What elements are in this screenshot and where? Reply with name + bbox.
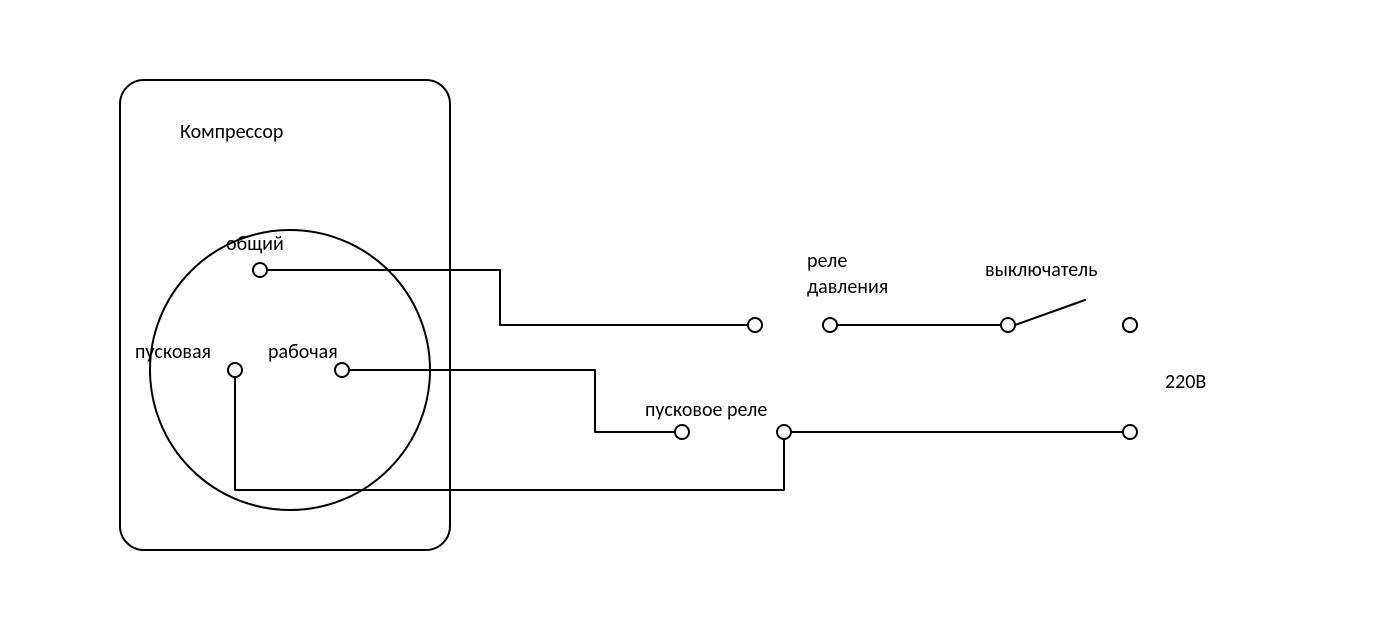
label-start-relay: пусковое реле bbox=[645, 398, 767, 422]
label-common-terminal: общий bbox=[226, 232, 284, 256]
label-pressure-relay-line1: реле bbox=[807, 249, 847, 273]
label-run-terminal: рабочая bbox=[268, 340, 338, 364]
label-compressor-title: Компрессор bbox=[180, 120, 283, 144]
schematic-svg bbox=[0, 0, 1396, 639]
label-mains-voltage: 220В bbox=[1165, 370, 1206, 394]
label-switch: выключатель bbox=[985, 258, 1098, 282]
label-pressure-relay-line2: давления bbox=[807, 275, 888, 299]
label-start-terminal: пусковая bbox=[135, 340, 211, 364]
